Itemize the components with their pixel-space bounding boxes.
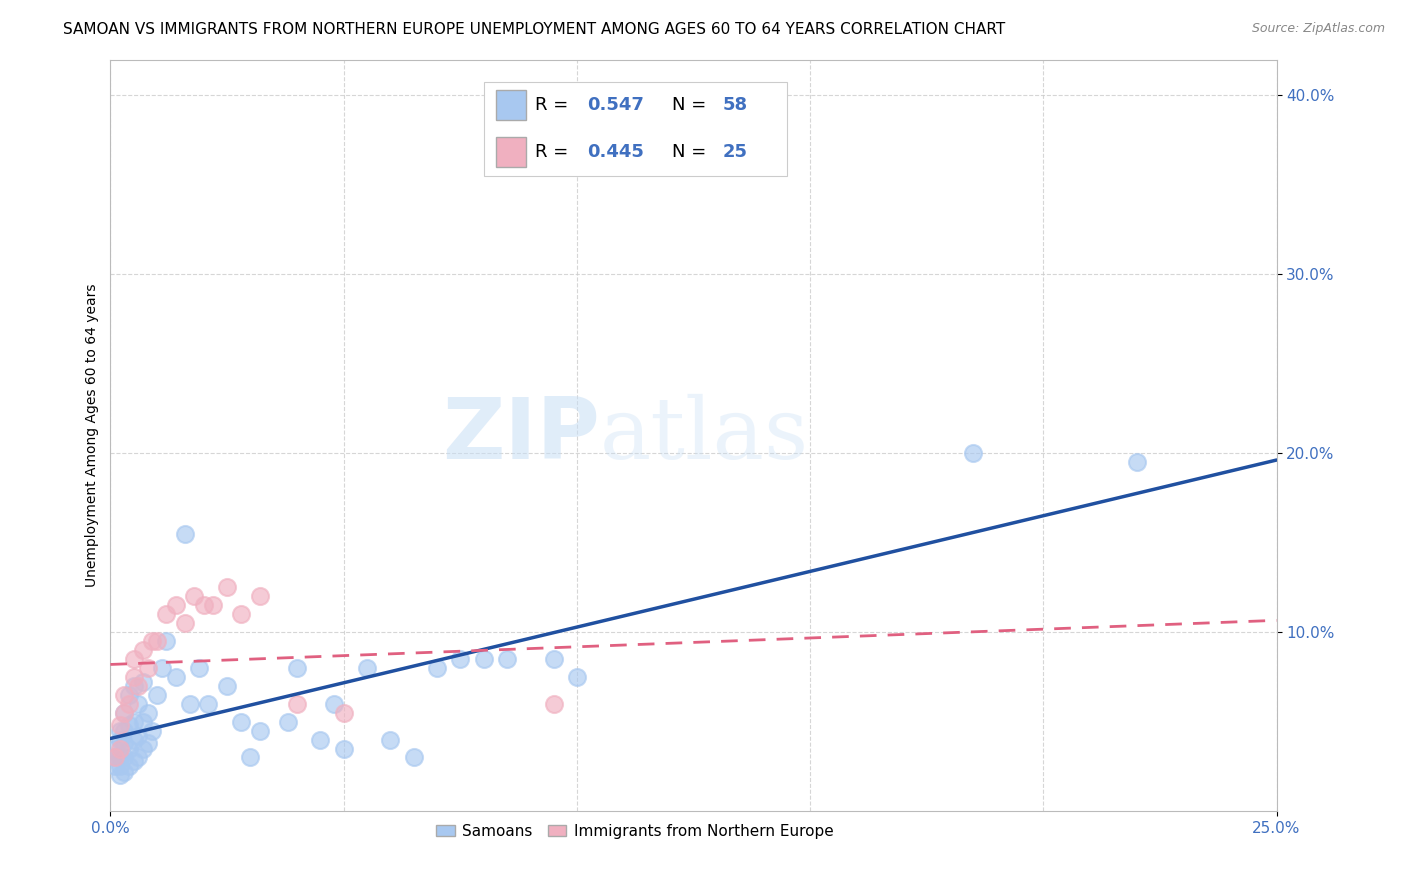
Point: [108, 741, 131, 756]
Point: [122, 652, 145, 666]
Point: [449, 652, 471, 666]
Point: [108, 759, 131, 773]
Point: [155, 634, 177, 648]
Point: [174, 526, 197, 541]
Point: [155, 607, 177, 622]
Point: [136, 706, 159, 720]
Point: [108, 723, 131, 738]
Point: [565, 670, 588, 684]
Point: [104, 759, 127, 773]
Point: [132, 714, 155, 729]
Point: [132, 675, 155, 690]
Point: [104, 750, 127, 764]
Point: [104, 750, 127, 764]
Point: [112, 688, 135, 702]
Point: [122, 732, 145, 747]
Legend: Samoans, Immigrants from Northern Europe: Samoans, Immigrants from Northern Europe: [430, 818, 839, 845]
Point: [202, 599, 225, 613]
Point: [332, 741, 354, 756]
Point: [165, 599, 187, 613]
Point: [112, 706, 135, 720]
Point: [496, 652, 519, 666]
Point: [122, 714, 145, 729]
Point: [285, 661, 308, 675]
Point: [332, 706, 354, 720]
Point: [108, 750, 131, 764]
Point: [108, 732, 131, 747]
Point: [104, 741, 127, 756]
Point: [323, 697, 346, 711]
Point: [426, 661, 449, 675]
Point: [122, 754, 145, 768]
Point: [112, 736, 135, 750]
Point: [132, 741, 155, 756]
Point: [188, 661, 211, 675]
Point: [249, 590, 271, 604]
Point: [543, 697, 565, 711]
Point: [215, 581, 238, 595]
Point: [132, 643, 155, 657]
Point: [108, 718, 131, 732]
Point: [277, 714, 299, 729]
Point: [380, 732, 402, 747]
Point: [118, 718, 141, 732]
Point: [239, 750, 262, 764]
Point: [122, 670, 145, 684]
Point: [150, 661, 173, 675]
Point: [197, 697, 219, 711]
Point: [118, 741, 141, 756]
Point: [229, 607, 252, 622]
Text: Source: ZipAtlas.com: Source: ZipAtlas.com: [1251, 22, 1385, 36]
Point: [249, 723, 271, 738]
Text: SAMOAN VS IMMIGRANTS FROM NORTHERN EUROPE UNEMPLOYMENT AMONG AGES 60 TO 64 YEARS: SAMOAN VS IMMIGRANTS FROM NORTHERN EUROP…: [63, 22, 1005, 37]
Point: [193, 599, 215, 613]
Point: [165, 670, 187, 684]
Point: [543, 652, 565, 666]
Point: [122, 679, 145, 693]
Point: [118, 688, 141, 702]
Point: [127, 750, 149, 764]
Point: [136, 661, 159, 675]
Point: [112, 723, 135, 738]
Point: [183, 590, 205, 604]
Point: [309, 732, 332, 747]
Text: atlas: atlas: [600, 393, 810, 477]
Point: [127, 697, 149, 711]
Point: [141, 723, 163, 738]
Point: [962, 446, 984, 460]
Point: [285, 697, 308, 711]
Point: [1125, 455, 1147, 469]
Point: [127, 679, 149, 693]
Point: [118, 697, 141, 711]
Point: [136, 736, 159, 750]
Point: [215, 679, 238, 693]
Point: [112, 706, 135, 720]
Point: [179, 697, 201, 711]
Point: [356, 661, 378, 675]
Point: [146, 688, 169, 702]
Point: [108, 768, 131, 782]
Point: [146, 634, 169, 648]
Point: [229, 714, 252, 729]
Point: [174, 616, 197, 631]
Y-axis label: Unemployment Among Ages 60 to 64 years: Unemployment Among Ages 60 to 64 years: [86, 284, 100, 587]
Text: ZIP: ZIP: [443, 394, 600, 477]
Point: [112, 764, 135, 779]
Point: [118, 759, 141, 773]
Point: [127, 729, 149, 743]
Point: [112, 750, 135, 764]
Point: [141, 634, 163, 648]
Point: [472, 652, 495, 666]
Point: [402, 750, 425, 764]
